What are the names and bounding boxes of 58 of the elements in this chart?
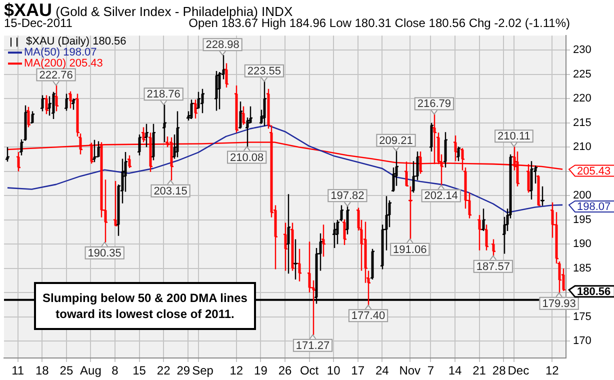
x-tick-label: 10 [326, 363, 341, 378]
legend-label: MA(50) 198.07 [24, 46, 97, 59]
y-tick-label: 185 [573, 262, 592, 274]
y-tick-label: 175 [573, 310, 592, 323]
annotation: 190.35 [88, 247, 122, 260]
x-tick-label: Oct [300, 363, 320, 378]
annotation: 198.07 [577, 200, 611, 213]
annotation: 203.15 [154, 185, 188, 198]
x-tick-label: 12 [230, 363, 244, 378]
x-tick-label: 24 [375, 363, 390, 378]
y-tick-label: 200 [573, 190, 592, 202]
x-tick-label: 8 [112, 363, 119, 378]
x-tick-label: 25 [60, 363, 74, 378]
x-tick-label: Aug [80, 363, 102, 378]
x-tick-label: 21 [472, 363, 486, 378]
annotation: 223.55 [247, 65, 282, 78]
annotation: 228.98 [206, 39, 240, 52]
annotation: 209.21 [379, 134, 413, 147]
x-tick-label: 18 [35, 363, 50, 378]
annotation: 187.57 [476, 260, 510, 273]
annotation: 179.93 [542, 298, 576, 310]
annotation: 210.08 [230, 152, 264, 164]
x-tick-label: 29 [176, 363, 190, 378]
annotation: 180.56 [577, 286, 611, 298]
annotation: Slumping below 50 & 200 DMA lines toward its lowest close of 2011. [34, 282, 256, 330]
y-tick-label: 190 [573, 238, 592, 250]
y-tick-label: 230 [573, 44, 592, 56]
annotation: 177.40 [351, 310, 386, 322]
x-tick-label: 14 [448, 363, 462, 378]
x-tick-label: 19 [254, 363, 268, 378]
annotation: 210.11 [498, 130, 530, 143]
y-tick-label: 220 [573, 92, 592, 105]
annotation: 216.79 [417, 98, 451, 110]
x-tick-label: 12 [545, 363, 560, 378]
annotation: 222.76 [39, 69, 73, 82]
x-tick-label: 26 [278, 363, 292, 378]
x-tick-label: Dec [508, 363, 530, 378]
annotation: $XAU (Daily) 180.56 [26, 36, 126, 48]
annotation: 171.27 [296, 340, 330, 352]
x-tick-label: 7 [427, 363, 434, 378]
x-tick-label: Nov [399, 363, 421, 378]
x-tick-label: 11 [12, 363, 24, 378]
x-tick-label: 28 [492, 363, 506, 378]
annotation: 197.82 [330, 190, 364, 202]
x-tick-label: 17 [351, 363, 365, 378]
y-tick-label: 215 [573, 116, 592, 129]
y-tick-label: 195 [573, 214, 592, 226]
annotation: 218.76 [146, 88, 180, 101]
annotation: 202.14 [424, 190, 458, 202]
x-tick-label: 22 [156, 363, 171, 378]
x-tick-label: 15 [132, 363, 146, 378]
x-tick-label: Sep [192, 363, 214, 378]
y-tick-label: 225 [573, 68, 592, 80]
y-tick-label: 210 [573, 141, 592, 154]
y-tick-label: 170 [573, 335, 592, 348]
legend-label: MA(200) 205.43 [24, 58, 103, 70]
annotation: 191.06 [393, 244, 427, 256]
annotation: 205.43 [577, 165, 611, 178]
